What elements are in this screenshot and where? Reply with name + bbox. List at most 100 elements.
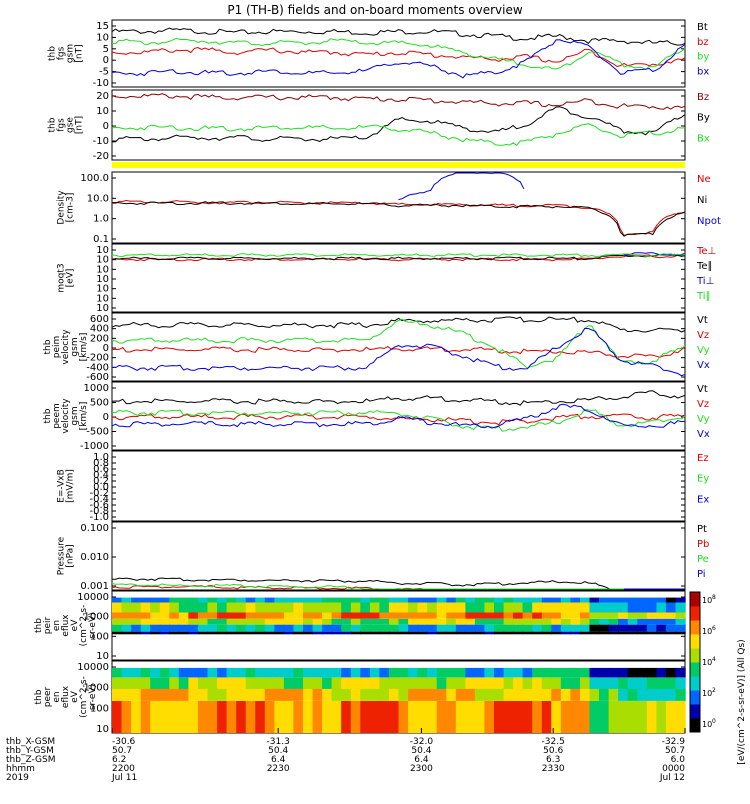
x-tick-label: 2300 (410, 764, 433, 774)
heatmap-cell (236, 618, 247, 625)
heatmap-cell (293, 618, 304, 625)
heatmap-cell (264, 602, 275, 613)
heatmap-cell (560, 631, 572, 635)
heatmap-cell (379, 688, 390, 701)
heatmap-cell (675, 688, 686, 701)
heatmap-cell (398, 618, 409, 625)
heatmap-cell (255, 631, 266, 635)
heatmap-cell (140, 631, 151, 635)
heatmap-cell (656, 677, 667, 689)
heatmap-cell (599, 618, 610, 625)
heatmap-cell (322, 667, 333, 678)
heatmap-cell (627, 618, 638, 625)
heatmap-cell (522, 597, 533, 603)
heatmap-cell (159, 612, 170, 619)
heatmap-cell (513, 602, 524, 613)
heatmap-cell (360, 631, 371, 635)
y-tick-label: 1000 (84, 683, 109, 694)
heatmap-cell (207, 612, 218, 619)
heatmap-cell (236, 602, 247, 613)
heatmap-cell (522, 624, 533, 632)
y-tick-label: 10 (96, 255, 109, 266)
heatmap-cell (484, 677, 495, 689)
heatmap-cell (112, 667, 123, 678)
heatmap-cell (522, 688, 533, 701)
heatmap-cell (121, 624, 132, 632)
heatmap-cell (131, 631, 142, 635)
heatmap-cell (293, 597, 304, 603)
heatmap-cell (427, 624, 438, 632)
heatmap-cell (417, 624, 428, 632)
legends-layer: Bt bz by bx Bz By Bx Ne Ni Npot Te⊥ Te∥ Ti⊥ Ti∥ Vt Vz Vy… (696, 22, 721, 580)
heatmap-cell (312, 602, 323, 613)
heatmap-cell (159, 631, 170, 635)
heatmap-cell (417, 602, 428, 613)
y-axis-label: velocity (61, 329, 71, 365)
heatmap-cell (637, 631, 648, 635)
heatmap-cell (455, 688, 466, 701)
y-axis-label: eflux (61, 614, 71, 637)
heatmap-cell (551, 602, 562, 613)
heatmap-cell (379, 631, 390, 635)
heatmap-cell (513, 631, 524, 635)
y-tick-label: 100 (90, 631, 109, 642)
heatmap-cell (379, 597, 390, 603)
heatmap-cell (388, 602, 400, 613)
x-row-label: hhmm (6, 764, 35, 774)
heatmap-cell (379, 701, 390, 733)
heatmap-cell (618, 618, 629, 625)
heatmap-cell (656, 631, 667, 635)
heatmap-cell (618, 701, 629, 733)
heatmap-cell (255, 612, 266, 619)
y-tick-label: -5 (99, 67, 109, 78)
heatmap-cell (637, 677, 648, 689)
y-tick-label: 10 (96, 106, 109, 117)
heatmap-cell (599, 688, 610, 701)
heatmap-cell (360, 701, 371, 733)
y-axis-label: eflux (61, 685, 71, 708)
heatmap-cell (465, 597, 476, 603)
series-Bz (111, 93, 686, 110)
heatmap-cell (455, 631, 466, 635)
series-Bx (111, 123, 686, 146)
legend-label: Vt (697, 315, 708, 326)
colorbar-tick: 10 (702, 596, 712, 605)
heatmap-cell (494, 677, 505, 689)
heatmap-cell (484, 631, 495, 635)
heatmap-cell (217, 618, 228, 625)
heatmap-cell (570, 602, 581, 613)
heatmap-cell (226, 667, 237, 678)
heatmap-cell (245, 667, 256, 678)
heatmap-cell (465, 618, 476, 625)
heatmap-cell (236, 597, 247, 603)
heatmap-cell (436, 677, 447, 689)
heatmap-cell (188, 597, 199, 603)
heatmap-cell (274, 597, 285, 603)
colorbar-step (690, 606, 700, 621)
heatmap-cell (322, 618, 333, 625)
panel-frame (111, 521, 686, 591)
legend-label: bz (697, 37, 709, 48)
heatmap-cell (303, 624, 314, 632)
heatmap-cell (150, 612, 161, 619)
heatmap-cell (388, 612, 400, 619)
x-row-label: 2019 (6, 773, 29, 783)
heatmap-cell (303, 612, 314, 619)
heatmap-cell (312, 618, 323, 625)
heatmap-cell (283, 624, 295, 632)
x-tick-label: 6.0 (671, 755, 686, 765)
y-tick-label: 0.2 (93, 476, 109, 487)
heatmap-cell (494, 597, 505, 603)
y-tick-label: 500 (90, 398, 109, 409)
heatmap-cell (446, 597, 457, 603)
x-tick-label: Jul 12 (659, 773, 685, 783)
heatmap-cell (207, 688, 218, 701)
heatmap-cell (255, 597, 266, 603)
heatmap-cell (637, 701, 648, 733)
heatmap-cell (580, 597, 591, 603)
panel-pressure: 0.100 0.010 0.001 Pressure [nPa] (57, 521, 686, 592)
heatmap-cell (226, 618, 237, 625)
heatmap-cell (140, 677, 151, 689)
x-tick-label: -31.3 (267, 737, 290, 747)
